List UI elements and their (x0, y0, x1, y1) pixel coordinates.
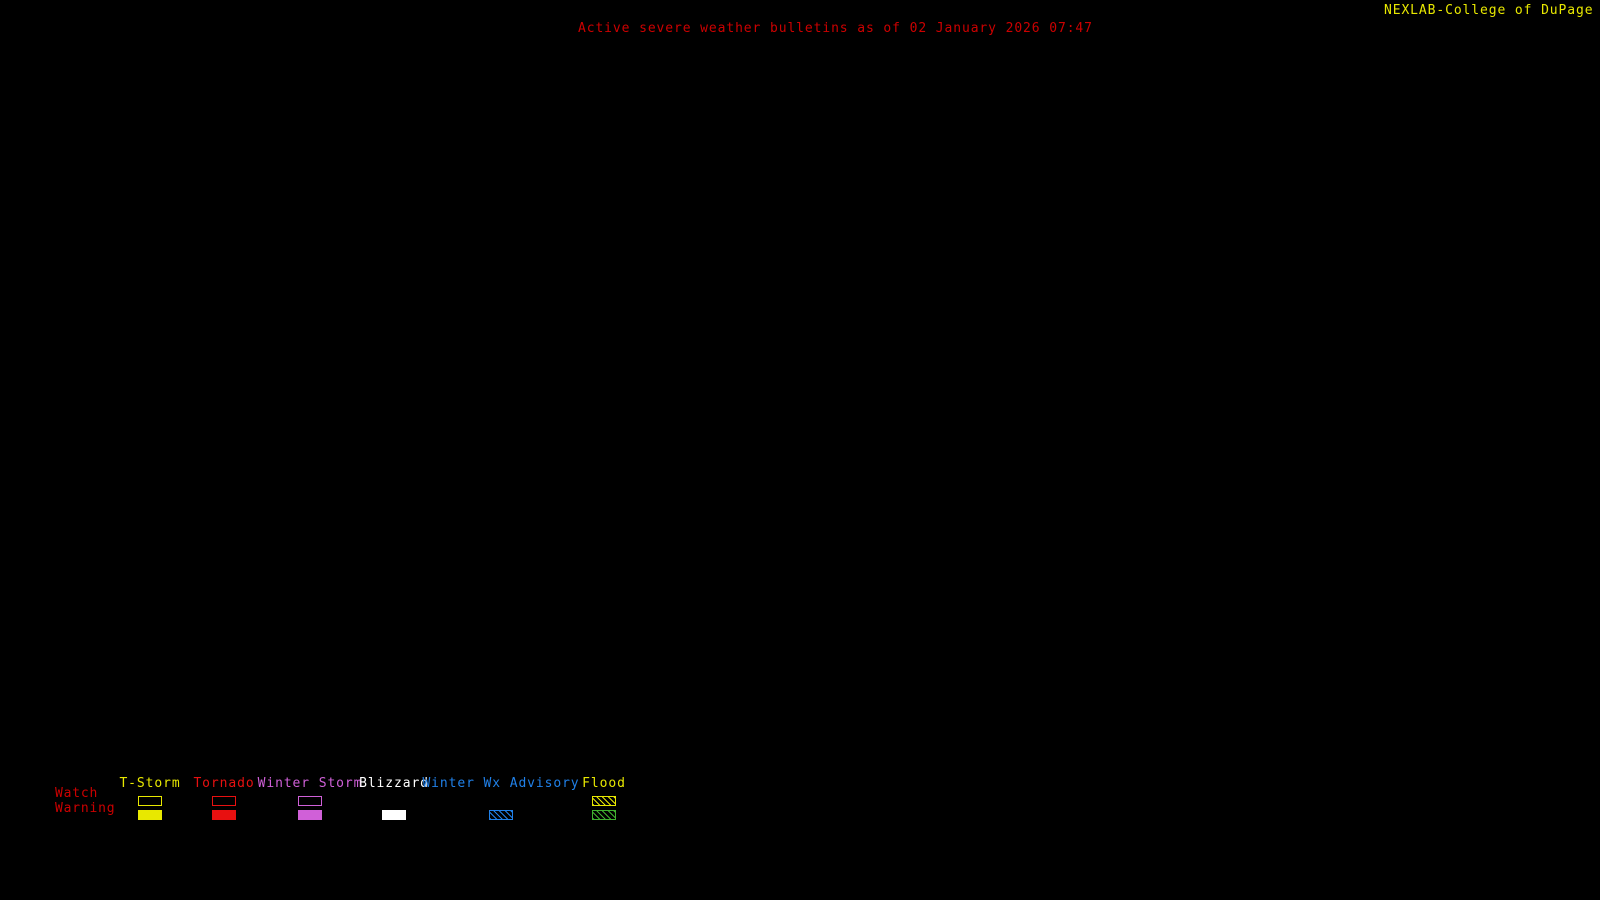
legend-swatch-warning (212, 810, 236, 820)
legend-category-label: Flood (582, 776, 626, 791)
legend-row-label-watch: Watch (55, 786, 99, 801)
legend-category-label: Winter Storm (257, 776, 363, 791)
legend-category-label: Blizzard (359, 776, 429, 791)
legend-swatch-watch (138, 796, 162, 806)
legend-category-label: Tornado (193, 776, 255, 791)
legend-swatch-watch (212, 796, 236, 806)
legend-swatch-warning (138, 810, 162, 820)
bulletin-title: Active severe weather bulletins as of 02… (578, 21, 1093, 36)
legend-swatch-warning (298, 810, 322, 820)
legend-swatch-warning (592, 810, 616, 820)
legend-swatch-watch (298, 796, 322, 806)
legend-swatch-warning (382, 810, 406, 820)
weather-map-canvas[interactable] (0, 44, 1600, 770)
legend-swatch-watch (592, 796, 616, 806)
legend-category-label: Winter Wx Advisory (422, 776, 580, 791)
legend-row-label-warning: Warning (55, 801, 116, 816)
legend-swatch-warning (489, 810, 513, 820)
nexlab-branding-label: NEXLAB-College of DuPage (1384, 3, 1594, 18)
legend-category-label: T-Storm (119, 776, 181, 791)
legend: Watch Warning T-Storm Tornado Winter Storm… (0, 770, 1600, 900)
